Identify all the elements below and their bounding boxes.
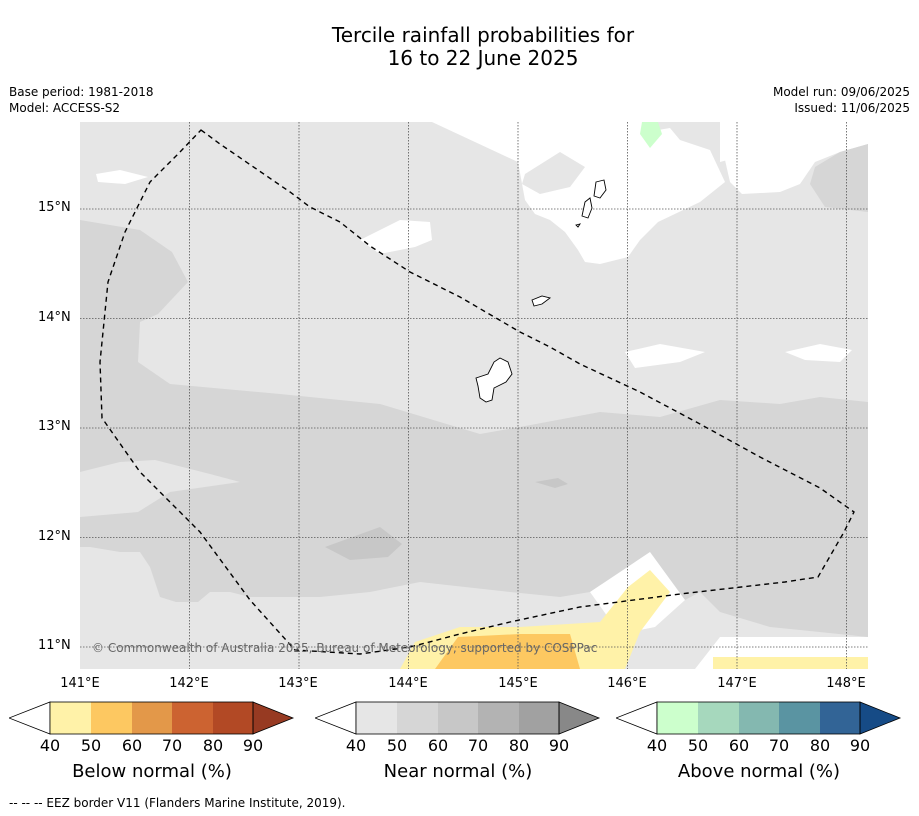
no-signal-region-ne: [720, 122, 868, 194]
cb-above-bin-5: [820, 702, 860, 734]
cb-above-tick-70: 70: [768, 736, 790, 755]
grey-patch-north: [522, 152, 585, 194]
cb-above-bin-2: [698, 702, 739, 734]
cb-above-title: Above normal (%): [677, 761, 841, 782]
cb-near-bin-2: [397, 702, 438, 734]
lat-label-13n: 13°N: [38, 419, 71, 434]
cb-below-bin-1: [50, 702, 91, 734]
cb-above-tick-80: 80: [809, 736, 831, 755]
cb-near-tick-50: 50: [386, 736, 408, 755]
eez-border: [99, 129, 855, 655]
cb-below-tick-70: 70: [161, 736, 183, 755]
lon-label-146e: 146°E: [607, 676, 647, 691]
saipan-island: [593, 179, 607, 199]
colorbar-near-normal: [315, 701, 601, 735]
cb-below-bin-3: [132, 702, 172, 734]
cb-below-tick-40: 40: [39, 736, 61, 755]
lon-label-147e: 147°E: [717, 676, 757, 691]
cb-below-title: Below normal (%): [72, 761, 232, 782]
near-normal-40-sw: [80, 562, 140, 632]
no-signal-patch-east-2: [785, 344, 852, 362]
lon-label-141e: 141°E: [60, 676, 100, 691]
issued-date: Issued: 11/06/2025: [794, 101, 910, 115]
below-normal-50-south: [435, 634, 580, 669]
lon-label-145e: 145°E: [498, 676, 538, 691]
cb-near-extend-high: [558, 701, 601, 735]
cb-near-tick-90: 90: [548, 736, 570, 755]
cb-near-tick-70: 70: [467, 736, 489, 755]
near-normal-40-inner: [80, 460, 240, 517]
cb-above-extend-low: [616, 701, 658, 735]
cb-near-tick-40: 40: [345, 736, 367, 755]
no-signal-patch-mid: [360, 220, 432, 254]
near-normal-50-band: [80, 220, 868, 637]
rota-island: [531, 295, 552, 307]
lat-label-14n: 14°N: [38, 310, 71, 325]
lat-label-15n: 15°N: [38, 200, 71, 215]
no-signal-patch-west: [96, 170, 148, 184]
below-normal-40-se: [713, 657, 868, 669]
cb-below-tick-90: 90: [242, 736, 264, 755]
cb-near-bin-4: [478, 702, 519, 734]
tinian-island: [581, 197, 593, 219]
lat-label-12n: 12°N: [38, 529, 71, 544]
model-name: Model: ACCESS-S2: [9, 101, 121, 115]
cb-above-bin-1: [657, 702, 698, 734]
rainfall-probability-map: [80, 122, 868, 669]
map-title-line-2: 16 to 22 June 2025: [387, 46, 579, 70]
lon-label-142e: 142°E: [169, 676, 209, 691]
base-period: Base period: 1981-2018: [9, 85, 154, 99]
cb-near-title: Near normal (%): [383, 761, 533, 782]
cb-below-tick-80: 80: [202, 736, 224, 755]
cb-above-tick-50: 50: [687, 736, 709, 755]
cb-below-extend-high: [252, 701, 295, 735]
cb-above-bin-4: [779, 702, 820, 734]
lat-label-11n: 11°N: [38, 638, 71, 653]
cb-near-extend-low: [315, 701, 357, 735]
cb-near-tick-60: 60: [427, 736, 449, 755]
cb-below-tick-60: 60: [121, 736, 143, 755]
cb-near-bin-3: [438, 702, 478, 734]
no-signal-patch-east-1: [625, 344, 705, 368]
no-signal-region-north: [432, 122, 735, 264]
model-run: Model run: 09/06/2025: [772, 85, 910, 99]
cb-near-bin-1: [356, 702, 397, 734]
colorbar-above-normal: [616, 701, 902, 735]
cb-near-tick-80: 80: [508, 736, 530, 755]
cb-above-tick-40: 40: [646, 736, 668, 755]
graticule: [80, 122, 868, 669]
copyright-notice: © Commonwealth of Australia 2025, Bureau…: [92, 641, 598, 655]
colorbar-below-normal: [9, 701, 295, 735]
cb-below-bin-4: [172, 702, 213, 734]
lon-label-144e: 144°E: [388, 676, 428, 691]
lon-label-148e: 148°E: [826, 676, 866, 691]
cb-below-tick-50: 50: [80, 736, 102, 755]
meta-right: Model run: 09/06/2025 Issued: 11/06/2025: [773, 84, 910, 116]
cb-below-frame: [49, 701, 254, 735]
cb-above-tick-90: 90: [849, 736, 871, 755]
cb-below-bin-5: [213, 702, 253, 734]
guam-island: [475, 357, 513, 403]
cb-below-extend-low: [9, 701, 51, 735]
aguijan-island: [575, 223, 582, 228]
near-normal-60-small: [535, 478, 568, 488]
islands: [475, 179, 607, 403]
cb-above-tick-60: 60: [728, 736, 750, 755]
near-normal-60-patch: [325, 527, 402, 560]
cb-below-bin-2: [91, 702, 132, 734]
cb-above-bin-3: [739, 702, 779, 734]
cb-above-extend-high: [859, 701, 902, 735]
cb-near-frame: [355, 701, 560, 735]
cb-above-frame: [656, 701, 861, 735]
above-normal-40-patch: [640, 122, 662, 148]
cb-near-bin-5: [519, 702, 559, 734]
near-normal-50-east: [810, 144, 868, 212]
meta-left: Base period: 1981-2018 Model: ACCESS-S2: [9, 84, 154, 116]
map-title-line-1: Tercile rainfall probabilities for: [331, 23, 635, 47]
eez-footnote: -- -- -- EEZ border V11 (Flanders Marine…: [9, 796, 346, 810]
lon-label-143e: 143°E: [278, 676, 318, 691]
